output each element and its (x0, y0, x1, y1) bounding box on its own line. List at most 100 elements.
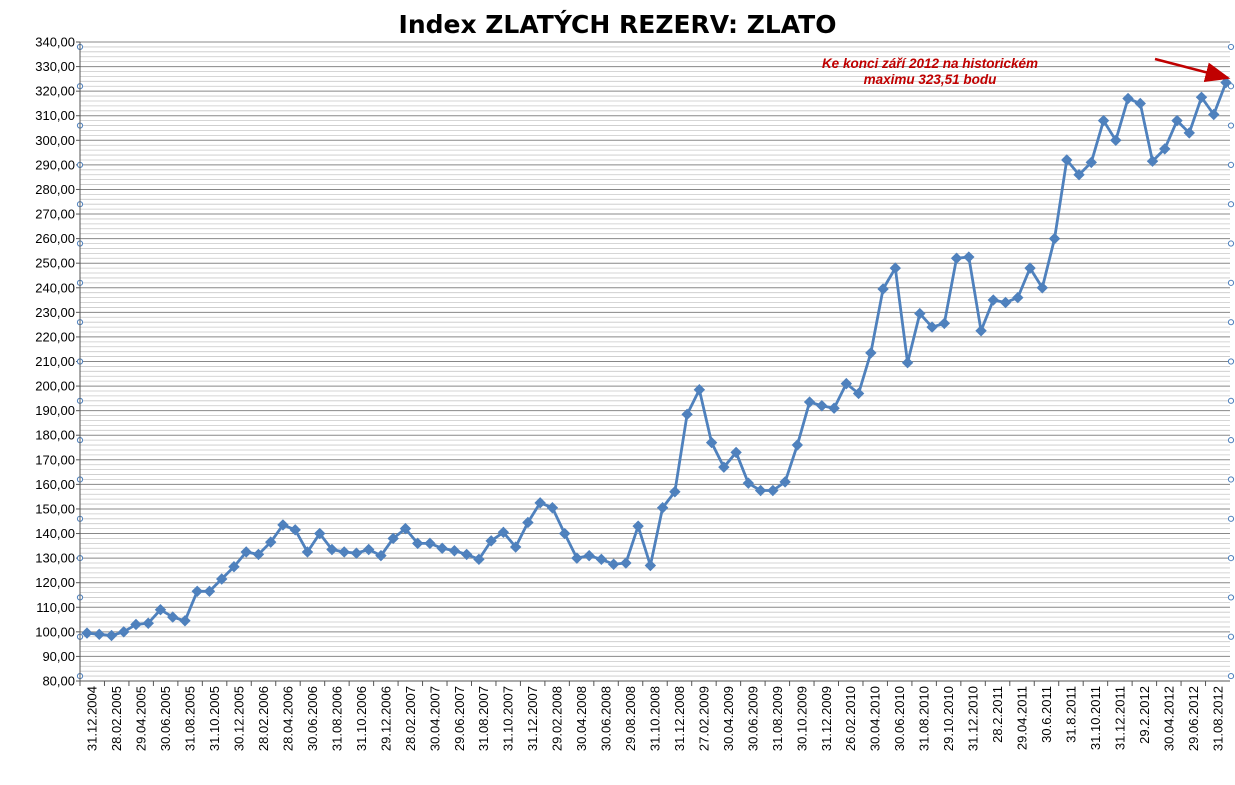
data-point (693, 384, 706, 396)
edge-handle (1227, 201, 1235, 208)
x-tick-label: 26.02.2010 (843, 686, 858, 751)
y-tick-label: 80,00 (42, 674, 75, 689)
y-tick-label: 90,00 (42, 649, 75, 664)
data-point (546, 502, 559, 514)
data-point (130, 618, 142, 631)
data-point (522, 516, 534, 529)
data-point (399, 522, 412, 535)
data-point (1024, 262, 1036, 274)
data-point (987, 294, 1000, 306)
data-point (191, 585, 203, 598)
data-point (460, 548, 473, 561)
data-point (1061, 154, 1073, 166)
data-point (313, 527, 326, 540)
data-point (816, 400, 828, 412)
data-point (105, 629, 118, 642)
data-point (730, 446, 742, 459)
x-tick-label: 28.04.2006 (280, 686, 295, 751)
x-tick-label: 31.08.2009 (770, 686, 785, 751)
data-point (240, 546, 252, 558)
series-line-path (86, 82, 1228, 637)
y-tick-label: 230,00 (35, 305, 75, 320)
data-point (1159, 143, 1171, 155)
data-point (865, 347, 877, 359)
data-point (681, 408, 693, 421)
y-tick-label: 140,00 (35, 526, 75, 541)
data-point (473, 553, 485, 566)
data-point (1146, 155, 1159, 167)
data-point (889, 262, 902, 274)
data-point (1048, 232, 1061, 245)
y-tick-label: 240,00 (35, 280, 75, 295)
data-point (1085, 156, 1097, 169)
x-tick-label: 30.04.2012 (1161, 686, 1176, 751)
edge-handle (1227, 83, 1235, 90)
x-tick-label: 28.02.2007 (403, 686, 418, 751)
data-point (338, 546, 350, 558)
data-point (791, 439, 804, 451)
edge-handle (1227, 594, 1235, 601)
x-tick-label: 31.08.2007 (476, 686, 491, 751)
x-tick-label: 30.06.2009 (745, 686, 760, 751)
annotation-line-2: maximu 323,51 bodu (863, 72, 997, 87)
x-tick-label: 28.02.2005 (109, 686, 124, 751)
x-tick-label: 31.10.2008 (648, 686, 663, 751)
edge-handle (1227, 43, 1235, 51)
x-tick-label: 31.10.2007 (501, 686, 516, 751)
y-tick-label: 260,00 (35, 231, 75, 246)
x-tick-label: 30.06.2008 (599, 686, 614, 751)
chart-title: Index ZLATÝCH REZERV: ZLATO (398, 10, 837, 39)
x-tick-label: 30.04.2010 (868, 686, 883, 751)
x-tick-label: 29.2.2012 (1137, 686, 1152, 744)
data-point (705, 436, 718, 449)
data-point (963, 251, 975, 263)
x-tick-label: 31.12.2011 (1112, 686, 1127, 750)
data-point (669, 486, 681, 498)
edge-handle (1227, 515, 1235, 522)
annotation-text: Ke konci září 2012 na historickém maximu… (780, 56, 1080, 88)
x-tick-label: 28.2.2011 (990, 686, 1005, 743)
x-tick-label: 31.12.2008 (672, 686, 687, 751)
x-tick-label: 29.04.2005 (134, 686, 149, 751)
x-tick-label: 29.06.2007 (452, 686, 467, 751)
data-point (620, 557, 632, 569)
data-point (852, 387, 865, 400)
x-tick-label: 28.02.2006 (256, 686, 271, 751)
data-point (742, 477, 755, 489)
data-point (167, 611, 179, 623)
data-point (914, 307, 926, 320)
x-tick-label: 31.08.2006 (329, 686, 344, 751)
y-tick-label: 250,00 (35, 256, 75, 271)
y-tick-label: 170,00 (35, 452, 75, 467)
x-tick-label: 29.04.2011 (1015, 686, 1030, 750)
data-point (485, 535, 497, 547)
data-point (289, 524, 301, 536)
data-point (509, 541, 522, 553)
y-tick-label: 320,00 (35, 84, 75, 99)
edge-handle (1227, 358, 1235, 365)
data-point (277, 519, 289, 531)
x-tick-label: 29.12.2006 (378, 686, 393, 751)
data-point (203, 585, 216, 598)
data-point (1134, 97, 1146, 110)
x-tick-label: 31.12.2004 (85, 686, 100, 751)
y-tick-label: 150,00 (35, 501, 75, 516)
y-tick-label: 210,00 (35, 354, 75, 369)
x-tick-label: 30.04.2009 (721, 686, 736, 751)
x-tick-label: 30.06.2010 (892, 686, 907, 751)
data-point (142, 617, 154, 629)
y-tick-label: 130,00 (35, 551, 75, 566)
y-tick-label: 110,00 (36, 600, 75, 615)
data-point (950, 252, 963, 264)
data-point (350, 547, 363, 559)
data-point (1097, 114, 1110, 127)
data-point (595, 553, 608, 566)
edge-handle (1227, 161, 1235, 168)
x-tick-label: 29.08.2008 (623, 686, 638, 751)
data-point (1183, 127, 1195, 139)
data-point (1036, 282, 1048, 294)
data-point (571, 552, 583, 564)
x-tick-label: 27.02.2009 (696, 686, 711, 751)
data-point (118, 626, 130, 638)
data-point (558, 527, 571, 540)
